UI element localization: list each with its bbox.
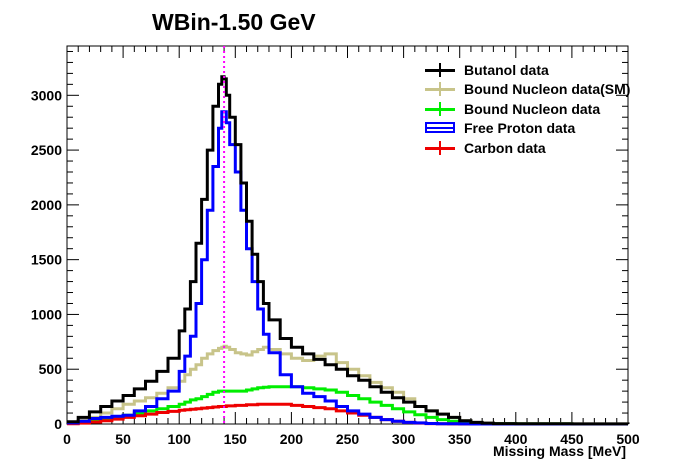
legend-swatch-bound-nucleon xyxy=(420,101,460,117)
y-tick-label: 2500 xyxy=(31,142,62,158)
y-tick-label: 2000 xyxy=(31,197,62,213)
y-tick-label: 500 xyxy=(39,361,63,377)
legend-item-bound-nucleon: Bound Nucleon data xyxy=(420,99,635,119)
legend-swatch-bound-nucleon-sm xyxy=(420,81,460,97)
legend-item-butanol: Butanol data xyxy=(420,60,635,80)
chart-title: WBin-1.50 GeV xyxy=(152,9,316,35)
x-tick-label: 0 xyxy=(63,431,71,447)
legend: Butanol data Bound Nucleon data(SM) Boun… xyxy=(420,60,635,158)
x-tick-label: 250 xyxy=(336,431,360,447)
legend-swatch-errorbar xyxy=(439,82,441,97)
legend-label: Carbon data xyxy=(464,139,546,156)
x-tick-label: 350 xyxy=(448,431,472,447)
x-axis-label: Missing Mass [MeV] xyxy=(492,443,626,459)
axis-ticks: 0 50 100 150 200 250 300 350 400 450 500 0 500 1000 15… xyxy=(31,46,640,447)
legend-swatch-line xyxy=(425,127,455,130)
x-tick-label: 400 xyxy=(504,431,528,447)
legend-swatch-butanol xyxy=(420,62,460,78)
series-layer xyxy=(67,75,630,426)
legend-swatch-free-proton xyxy=(420,120,460,136)
x-tick-label: 300 xyxy=(392,431,416,447)
x-tick-label: 100 xyxy=(168,431,192,447)
legend-label: Butanol data xyxy=(464,61,549,78)
y-tick-label: 3000 xyxy=(31,87,62,103)
legend-swatch-errorbar xyxy=(439,62,441,77)
x-tick-label: 200 xyxy=(280,431,304,447)
legend-item-bound-nucleon-sm: Bound Nucleon data(SM) xyxy=(420,80,635,100)
y-tick-label: 1500 xyxy=(31,252,62,268)
legend-label: Bound Nucleon data(SM) xyxy=(464,81,631,98)
x-tick-label: 50 xyxy=(115,431,131,447)
x-tick-label: 450 xyxy=(560,431,584,447)
x-tick-label: 500 xyxy=(616,431,640,447)
series-line-bound-nucleon-data xyxy=(67,385,628,426)
legend-label: Bound Nucleon data xyxy=(464,100,601,117)
series-line-butanol-data xyxy=(67,75,630,426)
legend-swatch-carbon xyxy=(420,140,460,156)
x-tick-label: 150 xyxy=(224,431,248,447)
legend-item-free-proton: Free Proton data xyxy=(420,119,635,139)
legend-swatch-errorbar xyxy=(439,101,441,116)
legend-label: Free Proton data xyxy=(464,120,576,137)
legend-item-carbon: Carbon data xyxy=(420,138,635,158)
legend-swatch-errorbar xyxy=(439,140,441,155)
y-tick-label: 0 xyxy=(54,416,62,432)
y-tick-label: 1000 xyxy=(31,306,62,322)
